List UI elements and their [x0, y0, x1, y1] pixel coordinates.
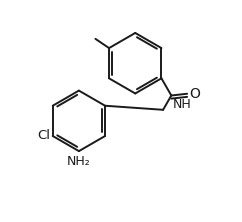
Text: Cl: Cl — [37, 129, 50, 143]
Text: NH: NH — [173, 98, 191, 111]
Text: O: O — [190, 87, 201, 101]
Text: NH₂: NH₂ — [67, 155, 91, 168]
